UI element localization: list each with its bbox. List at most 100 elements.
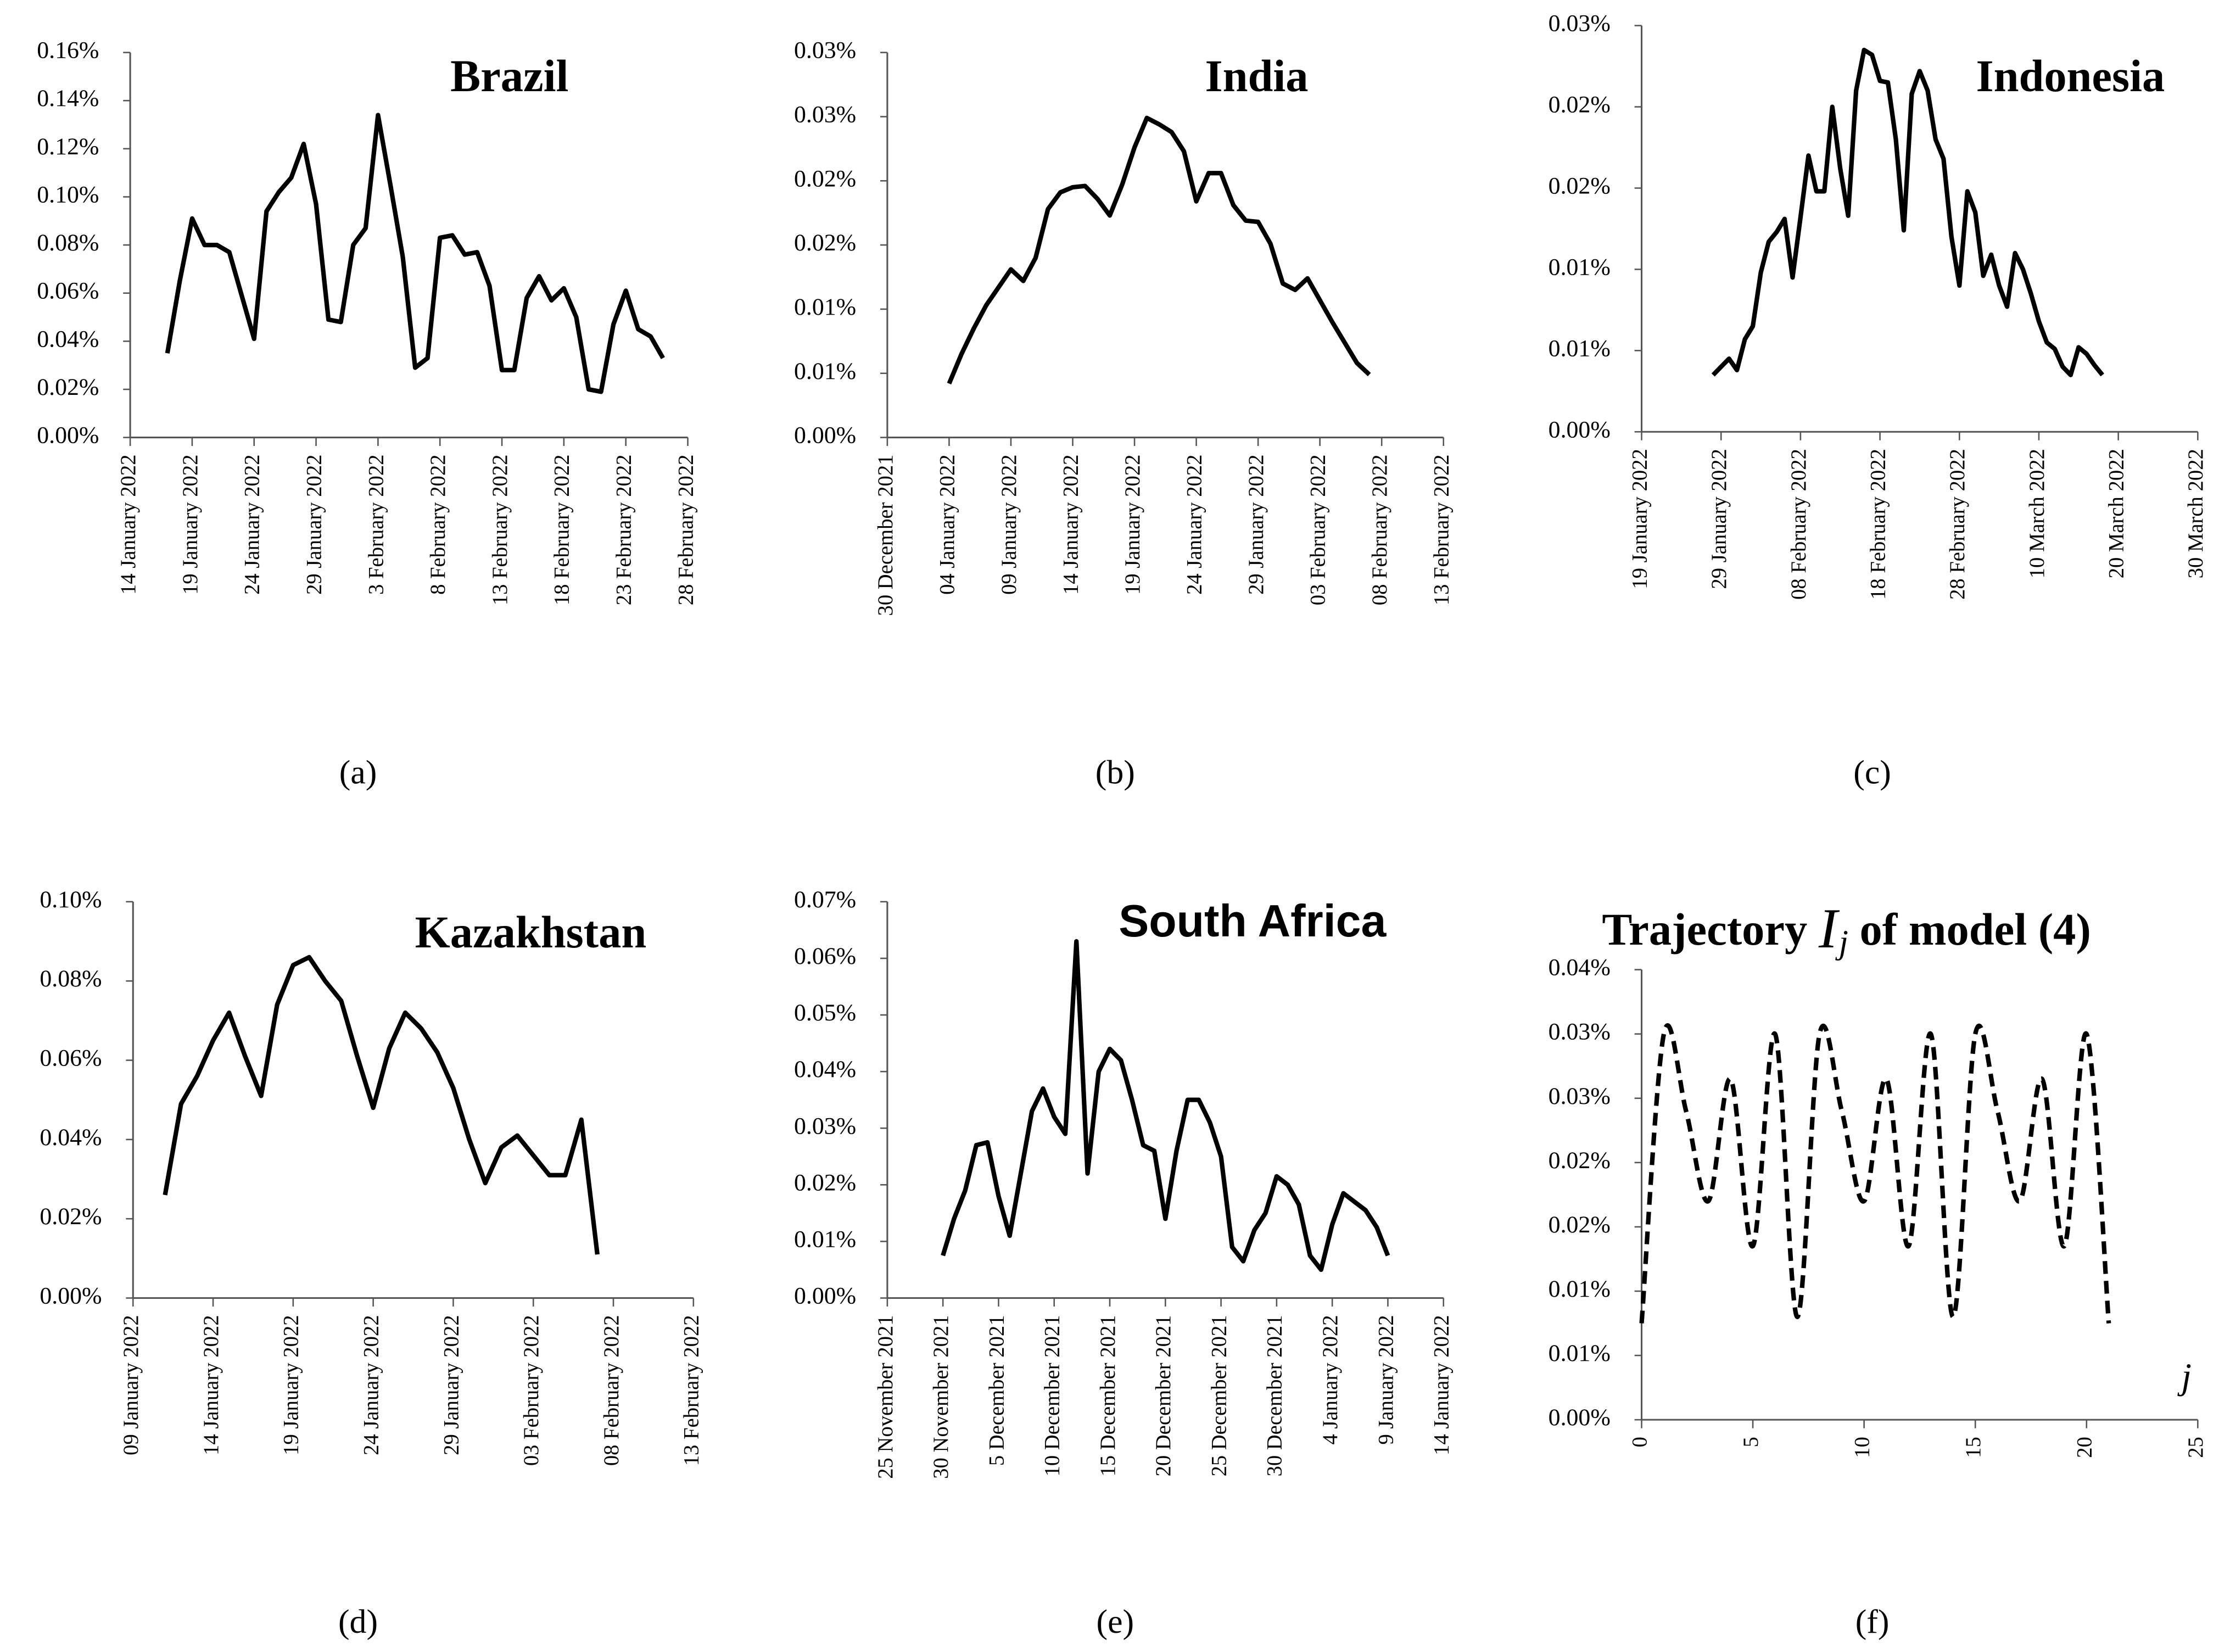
x-tick-label: 15: [1962, 1437, 1985, 1458]
x-tick-label: 13 February 2022: [680, 1315, 703, 1466]
x-tick-label: 9 January 2022: [1374, 1315, 1398, 1444]
y-tick-label: 0.02%: [37, 374, 99, 400]
chart: Brazil (a) 0.00% 0.02% 0.04% 0.06% 0.08% 0.10% 0…: [37, 37, 697, 791]
y-tick-label: 0.01%: [794, 358, 856, 384]
panel-label: (b): [1095, 754, 1135, 791]
x-tick-label: 13 February 2022: [489, 454, 512, 605]
x-tick-label: 30 November 2021: [930, 1315, 953, 1478]
x-tick-label: 4 January 2022: [1319, 1315, 1342, 1444]
panel-label: (c): [1853, 754, 1891, 791]
y-tick-label: 0.10%: [37, 181, 99, 208]
x-tick-label: 03 February 2022: [1307, 454, 1330, 605]
x-tick-label: 29 January 2022: [1245, 454, 1268, 594]
y-tick-label: 0.12%: [37, 133, 99, 160]
x-tick-label: 24 January 2022: [1183, 454, 1206, 594]
panel-label: (e): [1096, 1603, 1134, 1640]
x-tick-label: 15 December 2021: [1097, 1315, 1120, 1476]
y-tick-label: 0.14%: [37, 85, 99, 111]
x-tick-label: 08 February 2022: [600, 1315, 623, 1466]
chart: India (b) 0.00% 0.01% 0.01% 0.02% 0.02% 0.03% 0.…: [794, 37, 1454, 791]
y-tick-label: 0.01%: [1549, 1340, 1611, 1366]
y-tick-label: 0.04%: [40, 1124, 102, 1151]
x-tick-label: 5: [1740, 1437, 1763, 1447]
x-tick-label: 20 December 2021: [1152, 1315, 1175, 1476]
title-part: of model (4): [1860, 905, 2091, 955]
y-tick-label: 0.01%: [1549, 335, 1611, 361]
y-tick-label: 0.08%: [40, 965, 102, 992]
x-tick-label: 19 January 2022: [1121, 454, 1144, 594]
x-tick-label: 19 January 2022: [280, 1315, 303, 1455]
y-tick-label: 0.04%: [1549, 955, 1611, 981]
x-tick-label: 30 March 2022: [2184, 449, 2207, 578]
x-tick-label: 14 January 2022: [200, 1315, 223, 1455]
x-tick-label: 08 February 2022: [1787, 449, 1810, 600]
y-tick-label: 0.00%: [1549, 1404, 1611, 1431]
y-tick-label: 0.02%: [794, 165, 856, 192]
y-tick-label: 0.16%: [37, 37, 99, 64]
chart-title: India: [1205, 51, 1309, 101]
x-tick-label: 25 November 2021: [874, 1315, 897, 1478]
y-tick-label: 0.04%: [37, 326, 99, 352]
panel-label: (a): [339, 754, 377, 791]
x-tick-label: 13 February 2022: [1430, 454, 1454, 605]
x-tick-label: 14 January 2022: [1059, 454, 1082, 594]
y-tick-label: 0.02%: [1549, 92, 1611, 118]
y-tick-label: 0.01%: [794, 294, 856, 320]
x-tick-label: 24 January 2022: [241, 454, 264, 594]
x-tick-label: 29 January 2022: [303, 454, 326, 594]
panel-label: (f): [1855, 1603, 1890, 1640]
x-tick-label: 30 December 2021: [1264, 1315, 1287, 1476]
chart-title: Indonesia: [1976, 51, 2165, 101]
y-tick-label: 0.00%: [40, 1283, 102, 1309]
x-tick-label: 20 March 2022: [2105, 449, 2128, 578]
x-tick-label: 30 December 2021: [874, 454, 897, 616]
x-tick-label: 03 February 2022: [520, 1315, 543, 1466]
x-tick-label: 20: [2073, 1437, 2097, 1458]
x-tick-label: 19 January 2022: [1628, 449, 1651, 589]
x-tick-label: 5 December 2021: [985, 1315, 1008, 1466]
x-tick-label: 09 January 2022: [998, 454, 1021, 594]
y-tick-label: 0.01%: [794, 1226, 856, 1252]
title-part: Trajectory: [1602, 905, 1807, 955]
y-tick-label: 0.02%: [794, 1169, 856, 1196]
x-tick-label: 18 February 2022: [551, 454, 574, 605]
y-tick-label: 0.03%: [794, 101, 856, 127]
x-tick-label: 29 January 2022: [1708, 449, 1731, 589]
data-line: [165, 113, 665, 394]
panel-label: (d): [338, 1603, 378, 1640]
y-tick-label: 0.03%: [1549, 1083, 1611, 1109]
x-tick-label: 8 February 2022: [427, 454, 450, 594]
chart: Indonesia (c) 0.00% 0.01% 0.01% 0.02% 0.02% 0.0…: [1549, 10, 2208, 791]
y-tick-label: 0.08%: [37, 230, 99, 256]
y-tick-label: 0.04%: [794, 1056, 856, 1082]
y-tick-label: 0.02%: [1549, 1147, 1611, 1174]
data-line: [1639, 1023, 2111, 1324]
x-tick-label: 23 February 2022: [613, 454, 636, 605]
x-axis-label: j: [2177, 1356, 2192, 1397]
x-tick-label: 10 December 2021: [1041, 1315, 1064, 1476]
y-tick-label: 0.03%: [794, 37, 856, 64]
x-tick-label: 24 January 2022: [360, 1315, 383, 1455]
y-tick-label: 0.02%: [40, 1203, 102, 1230]
x-tick-label: 10: [1851, 1437, 1874, 1458]
x-tick-label: 3 February 2022: [365, 454, 388, 594]
y-tick-label: 0.00%: [37, 422, 99, 449]
chart-title: Brazil: [450, 51, 568, 101]
data-line: [941, 939, 1390, 1273]
y-tick-label: 0.05%: [794, 1000, 856, 1026]
y-tick-label: 0.01%: [1549, 254, 1611, 280]
x-tick-label: 14 January 2022: [117, 454, 140, 594]
chart: Kazakhstan (d) 0.00% 0.02% 0.04% 0.06% 0.08% 0.…: [40, 886, 703, 1640]
x-tick-label: 08 February 2022: [1368, 454, 1391, 605]
x-tick-label: 0: [1628, 1437, 1651, 1447]
y-tick-label: 0.07%: [794, 886, 856, 913]
y-tick-label: 0.00%: [1549, 416, 1611, 443]
x-tick-label: 25: [2184, 1437, 2207, 1458]
x-tick-label: 14 January 2022: [1430, 1315, 1454, 1455]
x-tick-label: 04 January 2022: [936, 454, 959, 594]
y-tick-label: 0.03%: [1549, 10, 1611, 37]
y-tick-label: 0.01%: [1549, 1276, 1611, 1302]
